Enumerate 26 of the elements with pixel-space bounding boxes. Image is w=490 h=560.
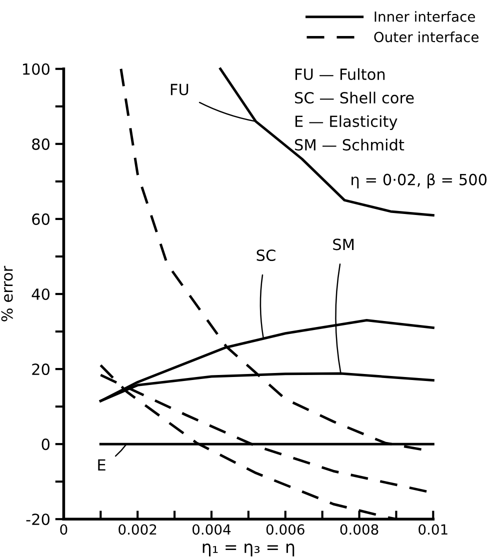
y-tick-label: 40 xyxy=(32,288,50,300)
x-tick-label: 0.006 xyxy=(266,524,304,535)
y-tick-label: 80 xyxy=(32,138,50,150)
y-tick-label: 20 xyxy=(32,364,50,376)
annotation: η = 0·02, β = 500 xyxy=(352,173,487,188)
annotation: SC — Shell core xyxy=(295,92,414,104)
x-axis-title: η₁ = η₃ = η xyxy=(202,544,294,556)
x-tick-label: 0 xyxy=(60,524,68,535)
legend-label: Inner interface xyxy=(374,11,475,22)
annotation: SM — Schmidt xyxy=(295,138,404,151)
annotation: FU xyxy=(170,84,188,96)
annotation: SC xyxy=(256,249,276,262)
y-tick-label: 60 xyxy=(32,213,50,225)
y-tick-label: 100 xyxy=(23,63,50,75)
y-tick-label: -20 xyxy=(26,514,50,526)
y-axis-title: % error xyxy=(1,266,13,322)
annotation: FU — Fulton xyxy=(296,68,385,80)
x-tick-label: 0.008 xyxy=(340,524,378,535)
y-tick-label: 0 xyxy=(42,438,50,450)
x-tick-label: 0.004 xyxy=(192,524,231,535)
annotation: E xyxy=(98,459,106,471)
annotation: SM xyxy=(333,238,354,250)
annotation: E — Elasticity xyxy=(296,115,398,130)
x-tick-label: 0.002 xyxy=(118,524,156,535)
legend-label: Outer interface xyxy=(374,32,478,42)
x-tick-label: 0.01 xyxy=(418,524,448,535)
